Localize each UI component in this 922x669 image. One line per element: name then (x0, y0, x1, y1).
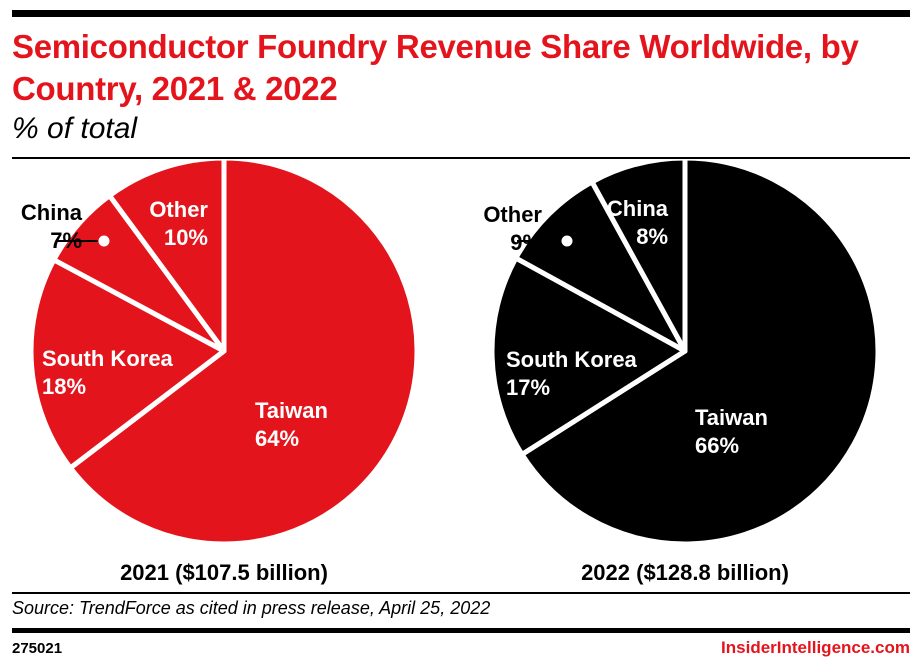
slice-label-south-korea: South Korea (42, 346, 174, 371)
bottom-rule (12, 628, 910, 633)
slice-label-china: China (607, 196, 669, 221)
top-rule (12, 10, 910, 17)
pie-slice-taiwan (67, 160, 420, 547)
slice-value-south-korea: 18% (42, 374, 86, 399)
slice-value-china: 8% (636, 224, 668, 249)
footer-divider (12, 592, 910, 594)
slice-label-other: Other (483, 202, 542, 227)
slice-label-taiwan: Taiwan (255, 398, 328, 423)
slice-label-taiwan: Taiwan (695, 405, 768, 430)
header-divider (12, 157, 910, 159)
pie-slice-taiwan (519, 160, 881, 547)
leader-dot-china (97, 234, 111, 248)
pie-slice-south-korea (489, 255, 688, 457)
pie-slice-other (513, 179, 688, 354)
pie-caption-0: 2021 ($107.5 billion) (120, 560, 328, 585)
chart-subtitle: % of total (12, 112, 138, 145)
slice-label-other: Other (149, 197, 208, 222)
chart-id: 275021 (12, 640, 63, 657)
pie-slice-other (107, 160, 227, 354)
leader-dot-other (560, 234, 574, 248)
pie-slice-china (589, 160, 688, 354)
slice-label-south-korea: South Korea (506, 347, 638, 372)
slice-value-other: 9% (510, 230, 542, 255)
slice-value-taiwan: 66% (695, 433, 739, 458)
pie-slice-south-korea (28, 257, 227, 471)
pie-chart-1: Taiwan 66% South Korea 17% Other 9% China 8% 202… (483, 160, 881, 585)
chart-title: Semiconductor Foundry Revenue Share Worl… (12, 28, 859, 107)
slice-value-south-korea: 17% (506, 375, 550, 400)
slice-label-china: China (21, 200, 83, 225)
slice-value-other: 10% (164, 225, 208, 250)
brand-logo: InsiderIntelligence.com (721, 638, 910, 657)
pie-caption-1: 2022 ($128.8 billion) (581, 560, 789, 585)
source-note: Source: TrendForce as cited in press rel… (12, 598, 491, 618)
slice-value-taiwan: 64% (255, 426, 299, 451)
